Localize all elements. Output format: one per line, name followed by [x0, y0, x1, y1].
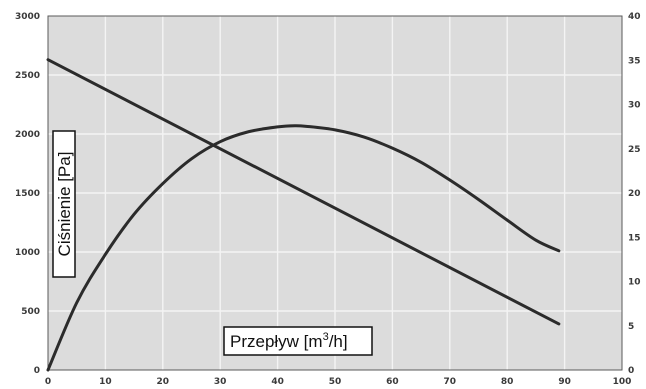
y-tick-label: 2000 [15, 130, 40, 140]
x-tick-label: 10 [99, 377, 112, 387]
y2-tick-label: 30 [628, 101, 641, 111]
x-axis-label-sup: 3 [323, 331, 329, 343]
x-tick-label: 100 [613, 377, 632, 387]
y2-tick-label: 5 [628, 322, 634, 332]
x-tick-label: 30 [214, 377, 227, 387]
series-line-2 [46, 124, 561, 372]
x-axis-label-tail: /h] [329, 332, 348, 351]
y-tick-label: 3000 [15, 12, 40, 22]
y-axis-label-box: Ciśnienie [Pa] [52, 130, 76, 278]
y-axis-label: Ciśnienie [Pa] [55, 152, 74, 257]
tick-labels: 0 10 20 30 40 50 60 70 80 90 100050010001500200025… [15, 12, 641, 387]
x-tick-label: 90 [558, 377, 571, 387]
y2-tick-label: 20 [628, 189, 641, 199]
x-tick-label: 60 [386, 377, 399, 387]
grid [48, 16, 622, 370]
y2-tick-label: 15 [628, 233, 641, 243]
x-axis-label: Przepływ [m3/h] [230, 331, 348, 351]
x-axis-label-box: Przepływ [m3/h] [223, 326, 373, 356]
y-tick-label: 1500 [15, 189, 40, 199]
y2-tick-label: 35 [628, 56, 641, 66]
x-tick-label: 40 [271, 377, 284, 387]
y2-tick-label: 25 [628, 145, 641, 155]
x-tick-label: 50 [329, 377, 342, 387]
y2-tick-label: 10 [628, 278, 641, 288]
series-group [46, 58, 561, 372]
x-tick-label: 70 [444, 377, 457, 387]
y-tick-label: 2500 [15, 71, 40, 81]
y-tick-label: 0 [34, 366, 40, 376]
series-line-1 [46, 58, 561, 326]
y-tick-label: 1000 [15, 248, 40, 258]
x-tick-label: 0 [45, 377, 51, 387]
plot-frame [47, 15, 623, 371]
x-tick-label: 80 [501, 377, 514, 387]
axes [47, 15, 623, 371]
y-tick-label: 500 [21, 307, 40, 317]
x-tick-label: 20 [157, 377, 170, 387]
x-axis-label-base: Przepływ [m [230, 332, 323, 351]
y2-tick-label: 0 [628, 366, 634, 376]
y2-tick-label: 40 [628, 12, 641, 22]
